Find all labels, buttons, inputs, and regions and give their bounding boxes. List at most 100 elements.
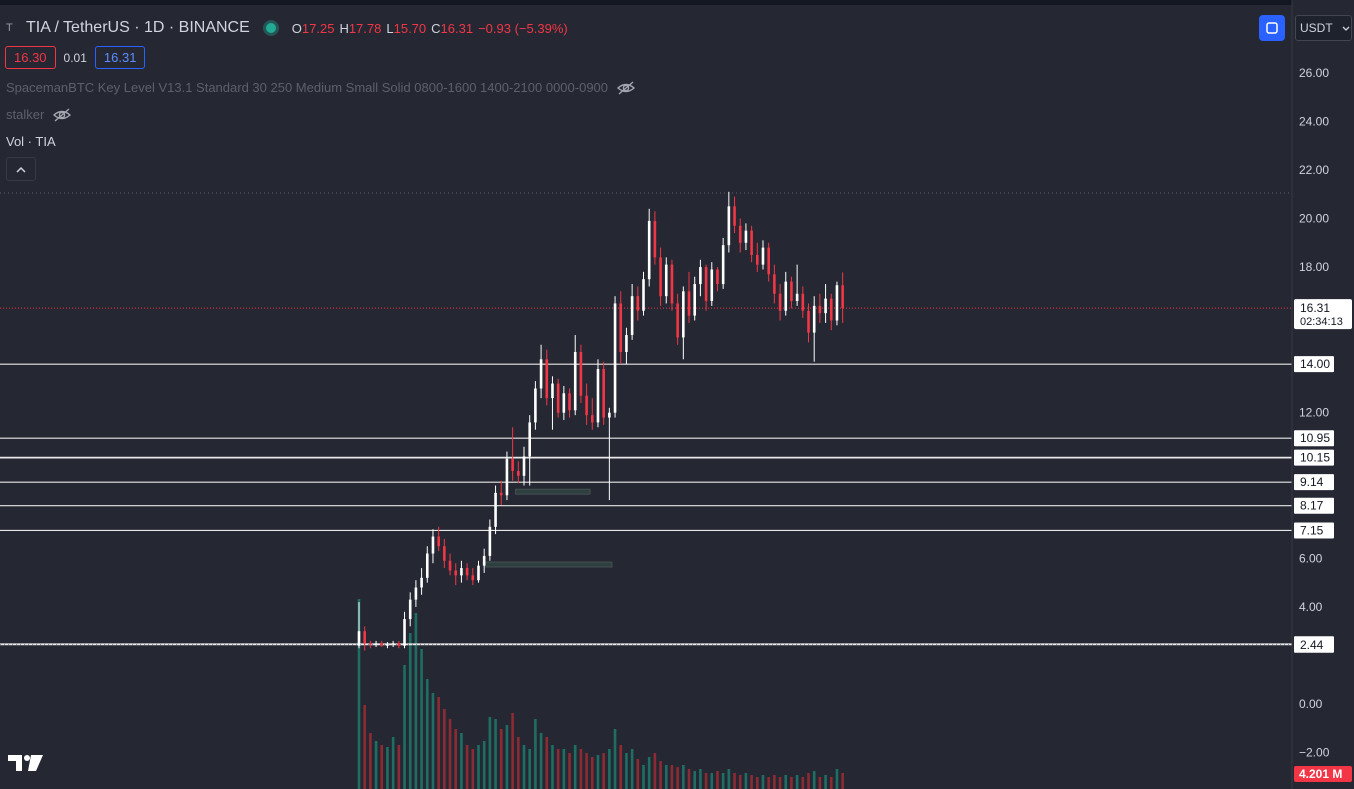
- volume-bar: [630, 749, 634, 789]
- candle: [477, 560, 480, 583]
- candle: [528, 415, 531, 486]
- candle-body: [573, 352, 577, 411]
- candle-body: [767, 247, 770, 275]
- volume-bar: [795, 775, 799, 789]
- candle: [807, 303, 810, 343]
- volume-bar: [408, 633, 412, 789]
- volume-bar: [727, 769, 731, 789]
- candle-body: [482, 555, 486, 566]
- indicator-key-level[interactable]: SpacemanBTC Key Level V13.1 Standard 30 …: [6, 80, 636, 95]
- candle: [386, 642, 389, 649]
- collapse-legend-button[interactable]: [6, 157, 36, 181]
- candle-body: [795, 293, 799, 302]
- candle: [471, 568, 475, 586]
- volume-bar: [613, 729, 617, 789]
- candle: [369, 640, 372, 649]
- candle: [625, 327, 628, 365]
- indicator-volume[interactable]: Vol · TIA: [6, 134, 56, 149]
- candle-body: [727, 206, 731, 246]
- trade-panel: 16.30 0.01 16.31: [5, 46, 146, 69]
- volume-bar: [448, 719, 452, 789]
- volume-bar: [829, 777, 833, 789]
- countdown-label: 02:34:13: [1300, 316, 1343, 328]
- buy-button[interactable]: 16.31: [94, 46, 146, 69]
- candle-body: [494, 492, 497, 527]
- volume-bar: [824, 775, 827, 789]
- candle: [642, 271, 645, 316]
- candle: [363, 626, 366, 651]
- volume-bar: [767, 777, 770, 789]
- candle-body: [642, 279, 645, 311]
- volume-bar: [477, 745, 480, 789]
- volume-bar: [517, 737, 520, 789]
- candle: [818, 293, 822, 323]
- candle-body: [403, 619, 406, 646]
- candle-body: [465, 568, 469, 576]
- candle: [460, 560, 463, 583]
- candle: [829, 293, 833, 331]
- volume-bar: [801, 777, 805, 789]
- volume-bar: [778, 777, 782, 789]
- candle-body: [471, 575, 475, 581]
- candle-body: [596, 369, 600, 423]
- indicator-key-level-label: SpacemanBTC Key Level V13.1 Standard 30 …: [6, 80, 609, 95]
- candle-body: [807, 310, 810, 333]
- candle: [699, 259, 702, 297]
- symbol-title[interactable]: TIA / TetherUS · 1D · BINANCE: [26, 19, 250, 36]
- candle-body: [488, 526, 492, 556]
- volume-bar: [391, 737, 395, 789]
- volume-bar: [437, 697, 440, 789]
- price-tick-label: −2.00: [1299, 746, 1330, 760]
- key-level-tag: [1294, 497, 1334, 514]
- volume-bar: [670, 765, 674, 789]
- candle-body: [590, 415, 594, 423]
- candle-body: [653, 220, 657, 258]
- volume-bar: [704, 773, 708, 789]
- candle: [812, 296, 816, 362]
- volume-bar: [699, 769, 702, 789]
- volume-bar: [812, 771, 816, 789]
- indicator-stalker[interactable]: stalker: [6, 107, 72, 122]
- change-value: −0.93 (−5.39%): [478, 20, 568, 36]
- candle: [522, 446, 526, 486]
- volume-bar: [756, 777, 759, 789]
- candle: [693, 276, 697, 321]
- candle-body: [778, 293, 782, 311]
- candle: [647, 208, 651, 287]
- sell-button[interactable]: 16.30: [5, 46, 56, 69]
- spread-value: 0.01: [63, 50, 87, 65]
- candle-body: [659, 257, 662, 297]
- price-tick-label: 0.00: [1299, 697, 1323, 711]
- price-tick-label: 18.00: [1299, 260, 1329, 274]
- candle-body: [477, 565, 480, 581]
- eye-hidden-icon[interactable]: [52, 107, 72, 122]
- sync-button[interactable]: [1259, 15, 1285, 41]
- volume-bar: [841, 773, 844, 789]
- candle-body: [585, 395, 588, 416]
- candle: [835, 281, 839, 326]
- volume-bar: [460, 733, 463, 789]
- candle-body: [539, 359, 543, 389]
- candle: [482, 548, 486, 573]
- candle: [733, 196, 736, 234]
- candle: [664, 257, 668, 304]
- volume-bar: [721, 773, 725, 789]
- tradingview-logo-icon[interactable]: [8, 753, 44, 773]
- price-axis[interactable]: [1292, 0, 1354, 789]
- candle: [545, 349, 549, 406]
- volume-bar: [431, 693, 435, 789]
- volume-bar: [608, 749, 611, 789]
- volume-bar: [403, 665, 406, 789]
- candle: [448, 553, 452, 576]
- volume-bar: [687, 769, 691, 789]
- candle-body: [454, 570, 458, 576]
- candle: [556, 378, 560, 418]
- eye-hidden-icon[interactable]: [616, 80, 636, 95]
- currency-select[interactable]: USDT: [1295, 15, 1352, 41]
- market-status-icon[interactable]: [265, 23, 276, 33]
- volume-bar: [499, 729, 503, 789]
- volume-bar: [693, 771, 697, 789]
- volume-bar: [835, 769, 839, 789]
- candle: [562, 386, 566, 420]
